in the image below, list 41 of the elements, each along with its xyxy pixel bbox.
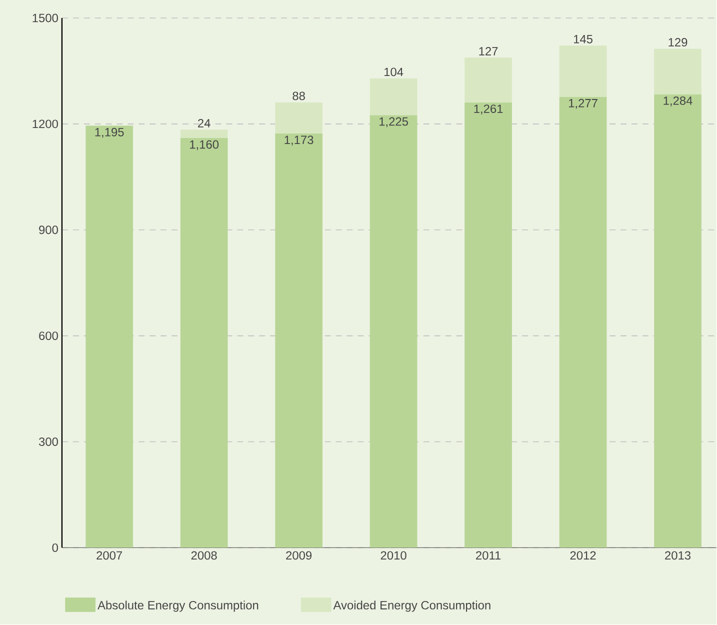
data-label: 104 <box>384 68 404 76</box>
bar <box>180 130 228 138</box>
data-label: 1,225 <box>380 117 408 128</box>
data-label: 1,261 <box>474 104 503 115</box>
data-label: 1,195 <box>95 128 124 138</box>
x-tick-label: 2007 <box>96 551 122 560</box>
y-tick-label: 0 <box>52 544 58 552</box>
bar <box>275 102 322 134</box>
x-tick-label: 2011 <box>476 551 501 560</box>
x-tick-label: 2009 <box>286 551 312 560</box>
legend-label: Absolute Energy Consumption <box>98 600 258 612</box>
legend-label: Avoided Energy Consumption <box>333 600 490 612</box>
y-tick-label: 900 <box>39 226 58 234</box>
y-tick-label: 1200 <box>32 120 58 128</box>
data-label: 24 <box>198 119 210 128</box>
bar <box>654 48 702 94</box>
data-label: 127 <box>479 47 498 56</box>
x-tick-label: 2010 <box>380 551 406 560</box>
bar <box>464 102 512 548</box>
data-label: 145 <box>574 35 592 44</box>
data-label: 1,160 <box>190 140 219 150</box>
y-tick-label: 600 <box>39 332 58 340</box>
bar <box>370 115 418 548</box>
data-label: 1,173 <box>284 136 314 146</box>
data-label: 1,284 <box>664 96 692 106</box>
bar <box>464 58 512 103</box>
y-tick-label: 1500 <box>32 14 58 22</box>
bar <box>370 78 418 116</box>
x-tick-label: 2012 <box>570 551 596 560</box>
x-tick-label: 2013 <box>665 551 691 560</box>
bar <box>180 138 228 548</box>
data-label: 88 <box>292 92 305 100</box>
y-tick-label: 300 <box>38 438 58 446</box>
data-label: 129 <box>668 38 688 47</box>
bar <box>559 96 607 548</box>
bar <box>86 126 134 548</box>
x-tick-label: 2008 <box>191 551 217 560</box>
data-label: 1,277 <box>568 99 598 109</box>
bar <box>654 94 702 548</box>
bar <box>559 46 607 97</box>
bar <box>275 134 322 548</box>
